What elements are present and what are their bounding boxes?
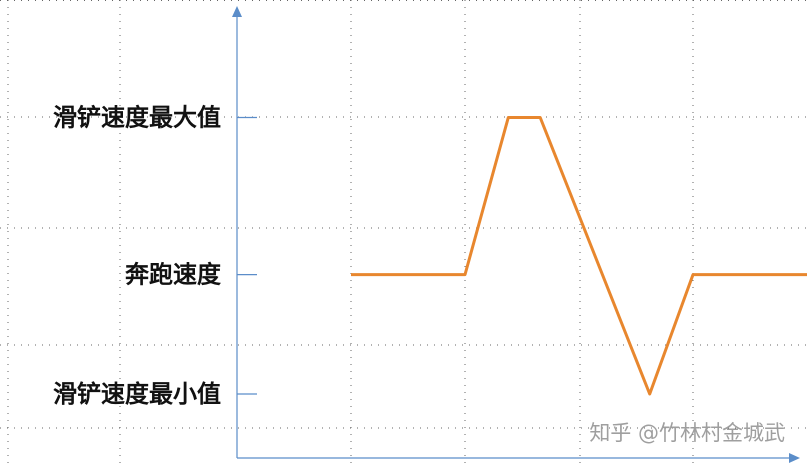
axes <box>232 6 800 463</box>
watermark: 知乎 @竹林村金城武 <box>589 421 785 445</box>
y-axis-arrow-icon <box>232 6 242 17</box>
y-tick-label: 滑铲速度最小值 <box>53 380 221 408</box>
y-tick-label: 滑铲速度最大值 <box>53 104 221 132</box>
x-axis-arrow-icon <box>789 453 800 463</box>
y-tick-label: 奔跑速度 <box>125 261 222 289</box>
series-line <box>351 116 807 396</box>
series <box>351 116 807 396</box>
